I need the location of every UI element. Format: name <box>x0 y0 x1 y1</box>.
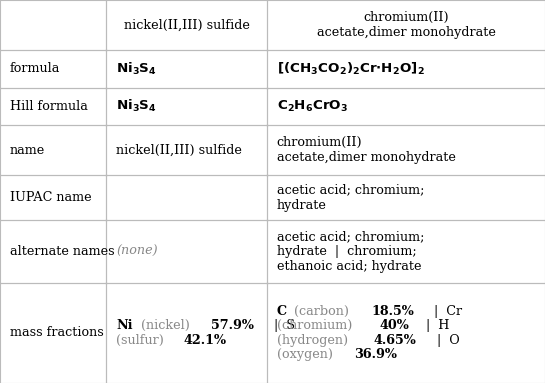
Text: alternate names: alternate names <box>10 245 114 258</box>
Text: IUPAC name: IUPAC name <box>10 191 92 204</box>
Text: nickel(II,III) sulfide: nickel(II,III) sulfide <box>124 19 250 32</box>
Text: (carbon): (carbon) <box>290 304 353 318</box>
Text: (none): (none) <box>116 245 158 258</box>
Text: nickel(II,III) sulfide: nickel(II,III) sulfide <box>116 144 242 157</box>
Text: mass fractions: mass fractions <box>10 326 104 339</box>
Text: 57.9%: 57.9% <box>211 319 253 332</box>
Text: |  Cr: | Cr <box>426 304 463 318</box>
Text: (sulfur): (sulfur) <box>116 334 168 347</box>
Text: $\mathbf{[(CH_3CO_2)_2Cr{\cdot}H_2O]_2}$: $\mathbf{[(CH_3CO_2)_2Cr{\cdot}H_2O]_2}$ <box>277 61 425 77</box>
Text: name: name <box>10 144 45 157</box>
Text: (hydrogen): (hydrogen) <box>277 334 352 347</box>
Text: chromium(II)
acetate,dimer monohydrate: chromium(II) acetate,dimer monohydrate <box>317 11 495 39</box>
Text: 18.5%: 18.5% <box>371 304 414 318</box>
Text: 36.9%: 36.9% <box>354 348 397 361</box>
Text: Hill formula: Hill formula <box>10 100 88 113</box>
Text: |  S: | S <box>266 319 295 332</box>
Text: acetic acid; chromium;
hydrate: acetic acid; chromium; hydrate <box>277 184 424 212</box>
Text: 40%: 40% <box>379 319 409 332</box>
Text: (chromium): (chromium) <box>277 319 356 332</box>
Text: acetic acid; chromium;
hydrate  |  chromium;
ethanoic acid; hydrate: acetic acid; chromium; hydrate | chromiu… <box>277 230 424 273</box>
Text: Ni: Ni <box>116 319 132 332</box>
Text: C: C <box>277 304 287 318</box>
Text: 42.1%: 42.1% <box>183 334 226 347</box>
Text: formula: formula <box>10 62 60 75</box>
Text: |  H: | H <box>417 319 449 332</box>
Text: $\mathbf{C_2H_6CrO_3}$: $\mathbf{C_2H_6CrO_3}$ <box>277 99 348 114</box>
Text: $\mathbf{Ni_3S_4}$: $\mathbf{Ni_3S_4}$ <box>116 61 157 77</box>
Text: 4.65%: 4.65% <box>374 334 416 347</box>
Text: chromium(II)
acetate,dimer monohydrate: chromium(II) acetate,dimer monohydrate <box>277 136 456 164</box>
Text: (nickel): (nickel) <box>137 319 194 332</box>
Text: (oxygen): (oxygen) <box>277 348 337 361</box>
Text: |  O: | O <box>429 334 459 347</box>
Text: $\mathbf{Ni_3S_4}$: $\mathbf{Ni_3S_4}$ <box>116 98 157 115</box>
